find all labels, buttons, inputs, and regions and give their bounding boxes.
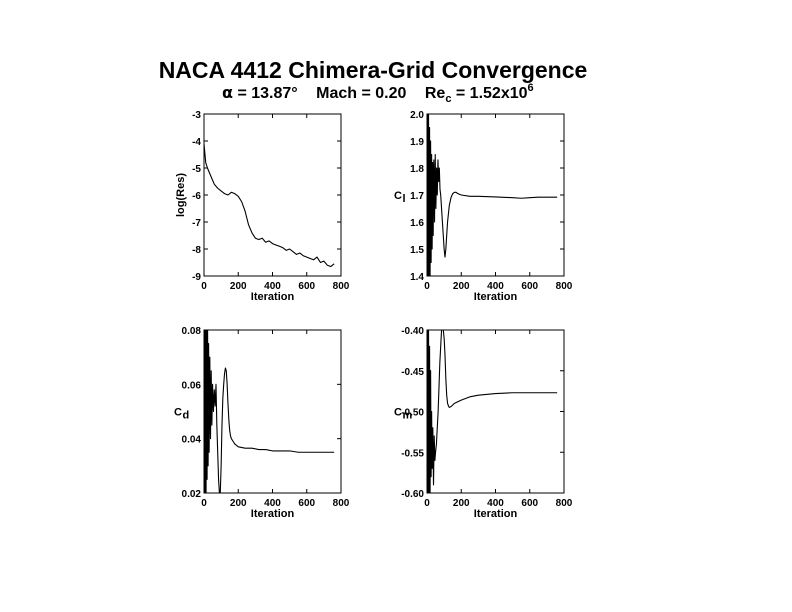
residual-y-tick-label: -3 [192, 110, 201, 121]
mach-value: Mach = 0.20 [316, 85, 406, 102]
moment-coefficient-plot: 0 200 400 600 800 -0.60 -0.55 -0.50 -0.45 -0.40 It… [394, 326, 573, 520]
residual-y-tick-label: -8 [192, 245, 201, 256]
moment-x-axis-label: Iteration [474, 508, 518, 520]
alpha-symbol: α [222, 83, 233, 102]
lift-y-axis-subscript: l [403, 193, 406, 205]
lift-x-tick-label: 600 [521, 281, 538, 292]
drag-plot-frame [203, 329, 342, 494]
moment-x-tick-label: 800 [556, 498, 573, 509]
moment-x-tick-label: 0 [424, 498, 430, 509]
lift-y-tick-label: 1.4 [410, 272, 424, 283]
moment-x-tick-label: 600 [521, 498, 538, 509]
moment-y-axis-label: C [394, 407, 402, 419]
residual-plot: 0 200 400 600 800 -9 -8 -7 -6 -5 -4 -3 Iteration log(… [175, 110, 350, 303]
drag-x-tick-label: 200 [230, 498, 247, 509]
alpha-value: = 13.87° [233, 85, 298, 102]
drag-x-tick-label: 800 [333, 498, 350, 509]
moment-series-line [427, 330, 558, 493]
residual-y-tick-label: -4 [192, 137, 201, 148]
lift-x-tick-label: 0 [424, 281, 430, 292]
lift-plot-frame [426, 113, 565, 277]
residual-series-line [204, 143, 335, 268]
lift-x-axis-label: Iteration [474, 291, 518, 303]
lift-series-line [427, 114, 558, 276]
residual-x-tick-label: 200 [230, 281, 247, 292]
residual-y-tick-label: -6 [192, 191, 201, 202]
reynolds-label: Re [425, 85, 446, 102]
reynolds-exponent: 6 [528, 82, 534, 94]
residual-y-axis-label: log(Res) [175, 173, 187, 217]
drag-y-axis-subscript: d [183, 410, 190, 422]
residual-x-axis-label: Iteration [251, 291, 295, 303]
lift-y-tick-label: 1.6 [410, 218, 424, 229]
lift-x-tick-label: 800 [556, 281, 573, 292]
moment-y-tick-label: -0.45 [401, 367, 424, 378]
moment-plot-frame [426, 329, 565, 494]
moment-y-tick-label: -0.60 [401, 489, 424, 500]
lift-y-tick-label: 1.7 [410, 191, 424, 202]
drag-x-tick-label: 400 [264, 498, 281, 509]
lift-x-tick-label: 200 [453, 281, 470, 292]
drag-y-axis-label: C [174, 407, 182, 419]
residual-x-tick-label: 600 [298, 281, 315, 292]
moment-y-tick-label: -0.50 [401, 408, 424, 419]
reynolds-subscript: c [445, 93, 451, 105]
residual-x-tick-label: 0 [201, 281, 207, 292]
moment-y-tick-label: -0.40 [401, 326, 424, 337]
residual-y-tick-label: -9 [192, 272, 201, 283]
moment-y-axis-subscript: m [403, 410, 413, 422]
drag-y-tick-label: 0.02 [182, 489, 202, 500]
moment-x-tick-label: 400 [487, 498, 504, 509]
lift-y-tick-label: 2.0 [410, 110, 424, 121]
drag-x-axis-label: Iteration [251, 508, 295, 520]
lift-y-tick-label: 1.8 [410, 164, 424, 175]
lift-y-axis-label: C [394, 190, 402, 202]
drag-x-tick-label: 600 [298, 498, 315, 509]
drag-x-tick-label: 0 [201, 498, 207, 509]
residual-y-tick-label: -5 [192, 164, 201, 175]
residual-x-tick-label: 800 [333, 281, 350, 292]
residual-x-tick-label: 400 [264, 281, 281, 292]
lift-coefficient-plot: 0 200 400 600 800 1.4 1.5 1.6 1.7 1.8 1.9 2.0 Iterat… [394, 110, 573, 303]
drag-series-line [204, 330, 335, 493]
lift-x-tick-label: 400 [487, 281, 504, 292]
residual-plot-frame [203, 113, 342, 277]
drag-y-tick-label: 0.04 [182, 435, 202, 446]
moment-y-tick-label: -0.55 [401, 448, 424, 459]
drag-coefficient-plot: 0 200 400 600 800 0.02 0.04 0.06 0.08 Iteration C d [174, 326, 350, 520]
drag-y-tick-label: 0.08 [182, 326, 202, 337]
lift-y-tick-label: 1.9 [410, 137, 424, 148]
figure-subtitle: α = 13.87° Mach = 0.20 Rec = 1.52x106 [222, 82, 534, 105]
figure-title: NACA 4412 Chimera-Grid Convergence [159, 57, 588, 83]
reynolds-value: = 1.52x10 [451, 85, 527, 102]
drag-y-tick-label: 0.06 [182, 380, 202, 391]
moment-x-tick-label: 200 [453, 498, 470, 509]
residual-y-tick-label: -7 [192, 218, 201, 229]
lift-y-tick-label: 1.5 [410, 245, 424, 256]
